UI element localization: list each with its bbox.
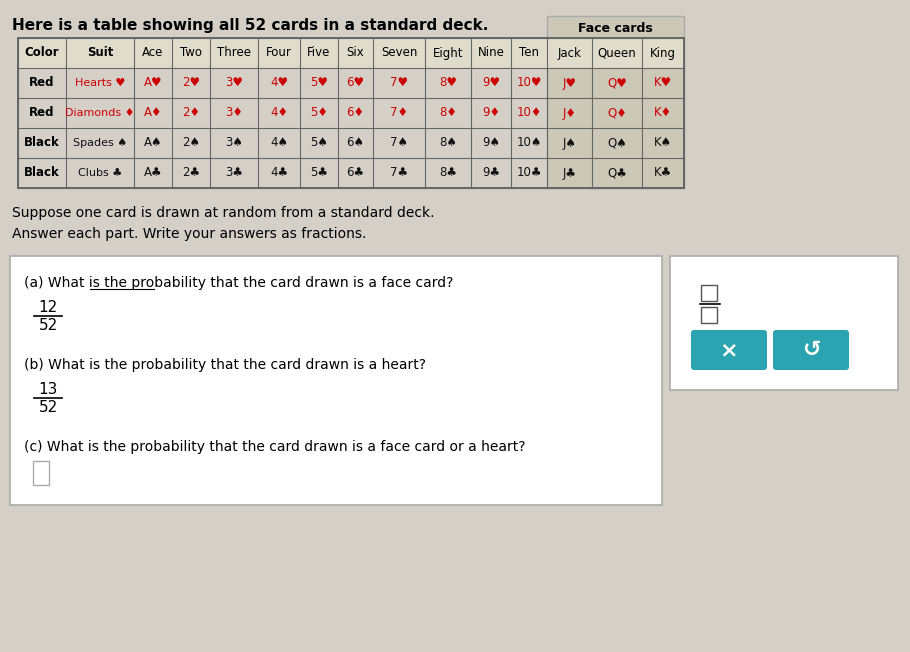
Text: K♦: K♦ [654, 106, 672, 119]
Text: Nine: Nine [478, 46, 504, 59]
Text: 6♣: 6♣ [347, 166, 365, 179]
FancyBboxPatch shape [33, 461, 49, 485]
Text: 6♠: 6♠ [347, 136, 365, 149]
Text: 10♣: 10♣ [516, 166, 541, 179]
FancyBboxPatch shape [670, 256, 898, 390]
Text: Red: Red [29, 76, 55, 89]
Text: 2♦: 2♦ [182, 106, 200, 119]
Text: 9♦: 9♦ [482, 106, 500, 119]
Text: 7♠: 7♠ [390, 136, 408, 149]
Text: Diamonds ♦: Diamonds ♦ [66, 108, 135, 118]
Text: 4♥: 4♥ [270, 76, 288, 89]
FancyBboxPatch shape [10, 256, 662, 505]
FancyBboxPatch shape [773, 330, 849, 370]
Text: 10♦: 10♦ [516, 106, 541, 119]
Text: 8♠: 8♠ [439, 136, 457, 149]
Text: Black: Black [25, 136, 60, 149]
Text: 3♦: 3♦ [225, 106, 243, 119]
Text: 3♣: 3♣ [225, 166, 243, 179]
Text: Suppose one card is drawn at random from a standard deck.
Answer each part. Writ: Suppose one card is drawn at random from… [12, 206, 434, 241]
Text: 7♥: 7♥ [390, 76, 408, 89]
Text: (c) What is the probability that the card drawn is a face card or a heart?: (c) What is the probability that the car… [24, 440, 525, 454]
Text: A♥: A♥ [144, 76, 162, 89]
Text: Face cards: Face cards [578, 22, 652, 35]
Text: J♣: J♣ [562, 166, 576, 179]
Text: Suit: Suit [86, 46, 113, 59]
Text: Four: Four [266, 46, 292, 59]
Text: 9♥: 9♥ [482, 76, 500, 89]
Text: J♦: J♦ [562, 106, 576, 119]
Text: Q♥: Q♥ [607, 76, 627, 89]
FancyBboxPatch shape [547, 16, 684, 188]
Text: J♥: J♥ [562, 76, 576, 89]
Text: 3♠: 3♠ [225, 136, 243, 149]
Text: 7♣: 7♣ [390, 166, 408, 179]
Text: 10♠: 10♠ [516, 136, 541, 149]
Text: 5♥: 5♥ [310, 76, 328, 89]
Text: K♠: K♠ [654, 136, 672, 149]
Text: 12: 12 [38, 301, 57, 316]
Text: Q♦: Q♦ [607, 106, 627, 119]
Text: Three: Three [217, 46, 251, 59]
FancyBboxPatch shape [701, 307, 717, 323]
Text: 8♦: 8♦ [439, 106, 457, 119]
Text: K♣: K♣ [654, 166, 672, 179]
Text: Q♠: Q♠ [607, 136, 627, 149]
Text: 7♦: 7♦ [390, 106, 408, 119]
Text: 52: 52 [38, 318, 57, 334]
Text: Eight: Eight [433, 46, 463, 59]
Text: 2♥: 2♥ [182, 76, 200, 89]
Text: J♠: J♠ [562, 136, 576, 149]
Text: 4♣: 4♣ [270, 166, 288, 179]
Text: Two: Two [180, 46, 202, 59]
FancyBboxPatch shape [18, 38, 684, 68]
Text: Hearts ♥: Hearts ♥ [75, 78, 126, 88]
Text: A♣: A♣ [144, 166, 162, 179]
Text: 9♠: 9♠ [482, 136, 500, 149]
Text: 8♥: 8♥ [439, 76, 457, 89]
Text: Color: Color [25, 46, 59, 59]
Text: Black: Black [25, 166, 60, 179]
Text: Ten: Ten [519, 46, 539, 59]
Text: 5♦: 5♦ [310, 106, 328, 119]
Text: 4♠: 4♠ [270, 136, 288, 149]
Text: ×: × [720, 340, 738, 360]
Text: A♦: A♦ [144, 106, 162, 119]
Text: 5♣: 5♣ [310, 166, 328, 179]
Text: (b) What is the probability that the card drawn is a heart?: (b) What is the probability that the car… [24, 358, 426, 372]
Text: 4♦: 4♦ [270, 106, 288, 119]
Text: 10♥: 10♥ [516, 76, 541, 89]
Text: 13: 13 [38, 383, 57, 398]
Text: 2♠: 2♠ [182, 136, 200, 149]
Text: Six: Six [347, 46, 364, 59]
FancyBboxPatch shape [701, 285, 717, 301]
Text: (a) What is the probability that the card drawn is a face card?: (a) What is the probability that the car… [24, 276, 453, 290]
Text: 5♠: 5♠ [310, 136, 328, 149]
Text: Jack: Jack [558, 46, 581, 59]
Text: ↺: ↺ [802, 340, 820, 360]
Text: King: King [650, 46, 676, 59]
Text: Red: Red [29, 106, 55, 119]
Text: 3♥: 3♥ [225, 76, 243, 89]
Text: Queen: Queen [598, 46, 636, 59]
Text: Q♣: Q♣ [607, 166, 627, 179]
Text: A♠: A♠ [144, 136, 162, 149]
Text: 52: 52 [38, 400, 57, 415]
Text: 2♣: 2♣ [182, 166, 200, 179]
FancyBboxPatch shape [691, 330, 767, 370]
Text: 6♥: 6♥ [347, 76, 365, 89]
Text: 9♣: 9♣ [482, 166, 500, 179]
Text: Seven: Seven [380, 46, 417, 59]
Text: K♥: K♥ [654, 76, 672, 89]
Text: 6♦: 6♦ [347, 106, 365, 119]
Text: 8♣: 8♣ [439, 166, 457, 179]
Text: Ace: Ace [142, 46, 164, 59]
Text: Clubs ♣: Clubs ♣ [78, 168, 122, 178]
Text: Five: Five [308, 46, 330, 59]
Text: Here is a table showing all 52 cards in a standard deck.: Here is a table showing all 52 cards in … [12, 18, 489, 33]
Text: Spades ♠: Spades ♠ [73, 138, 127, 148]
